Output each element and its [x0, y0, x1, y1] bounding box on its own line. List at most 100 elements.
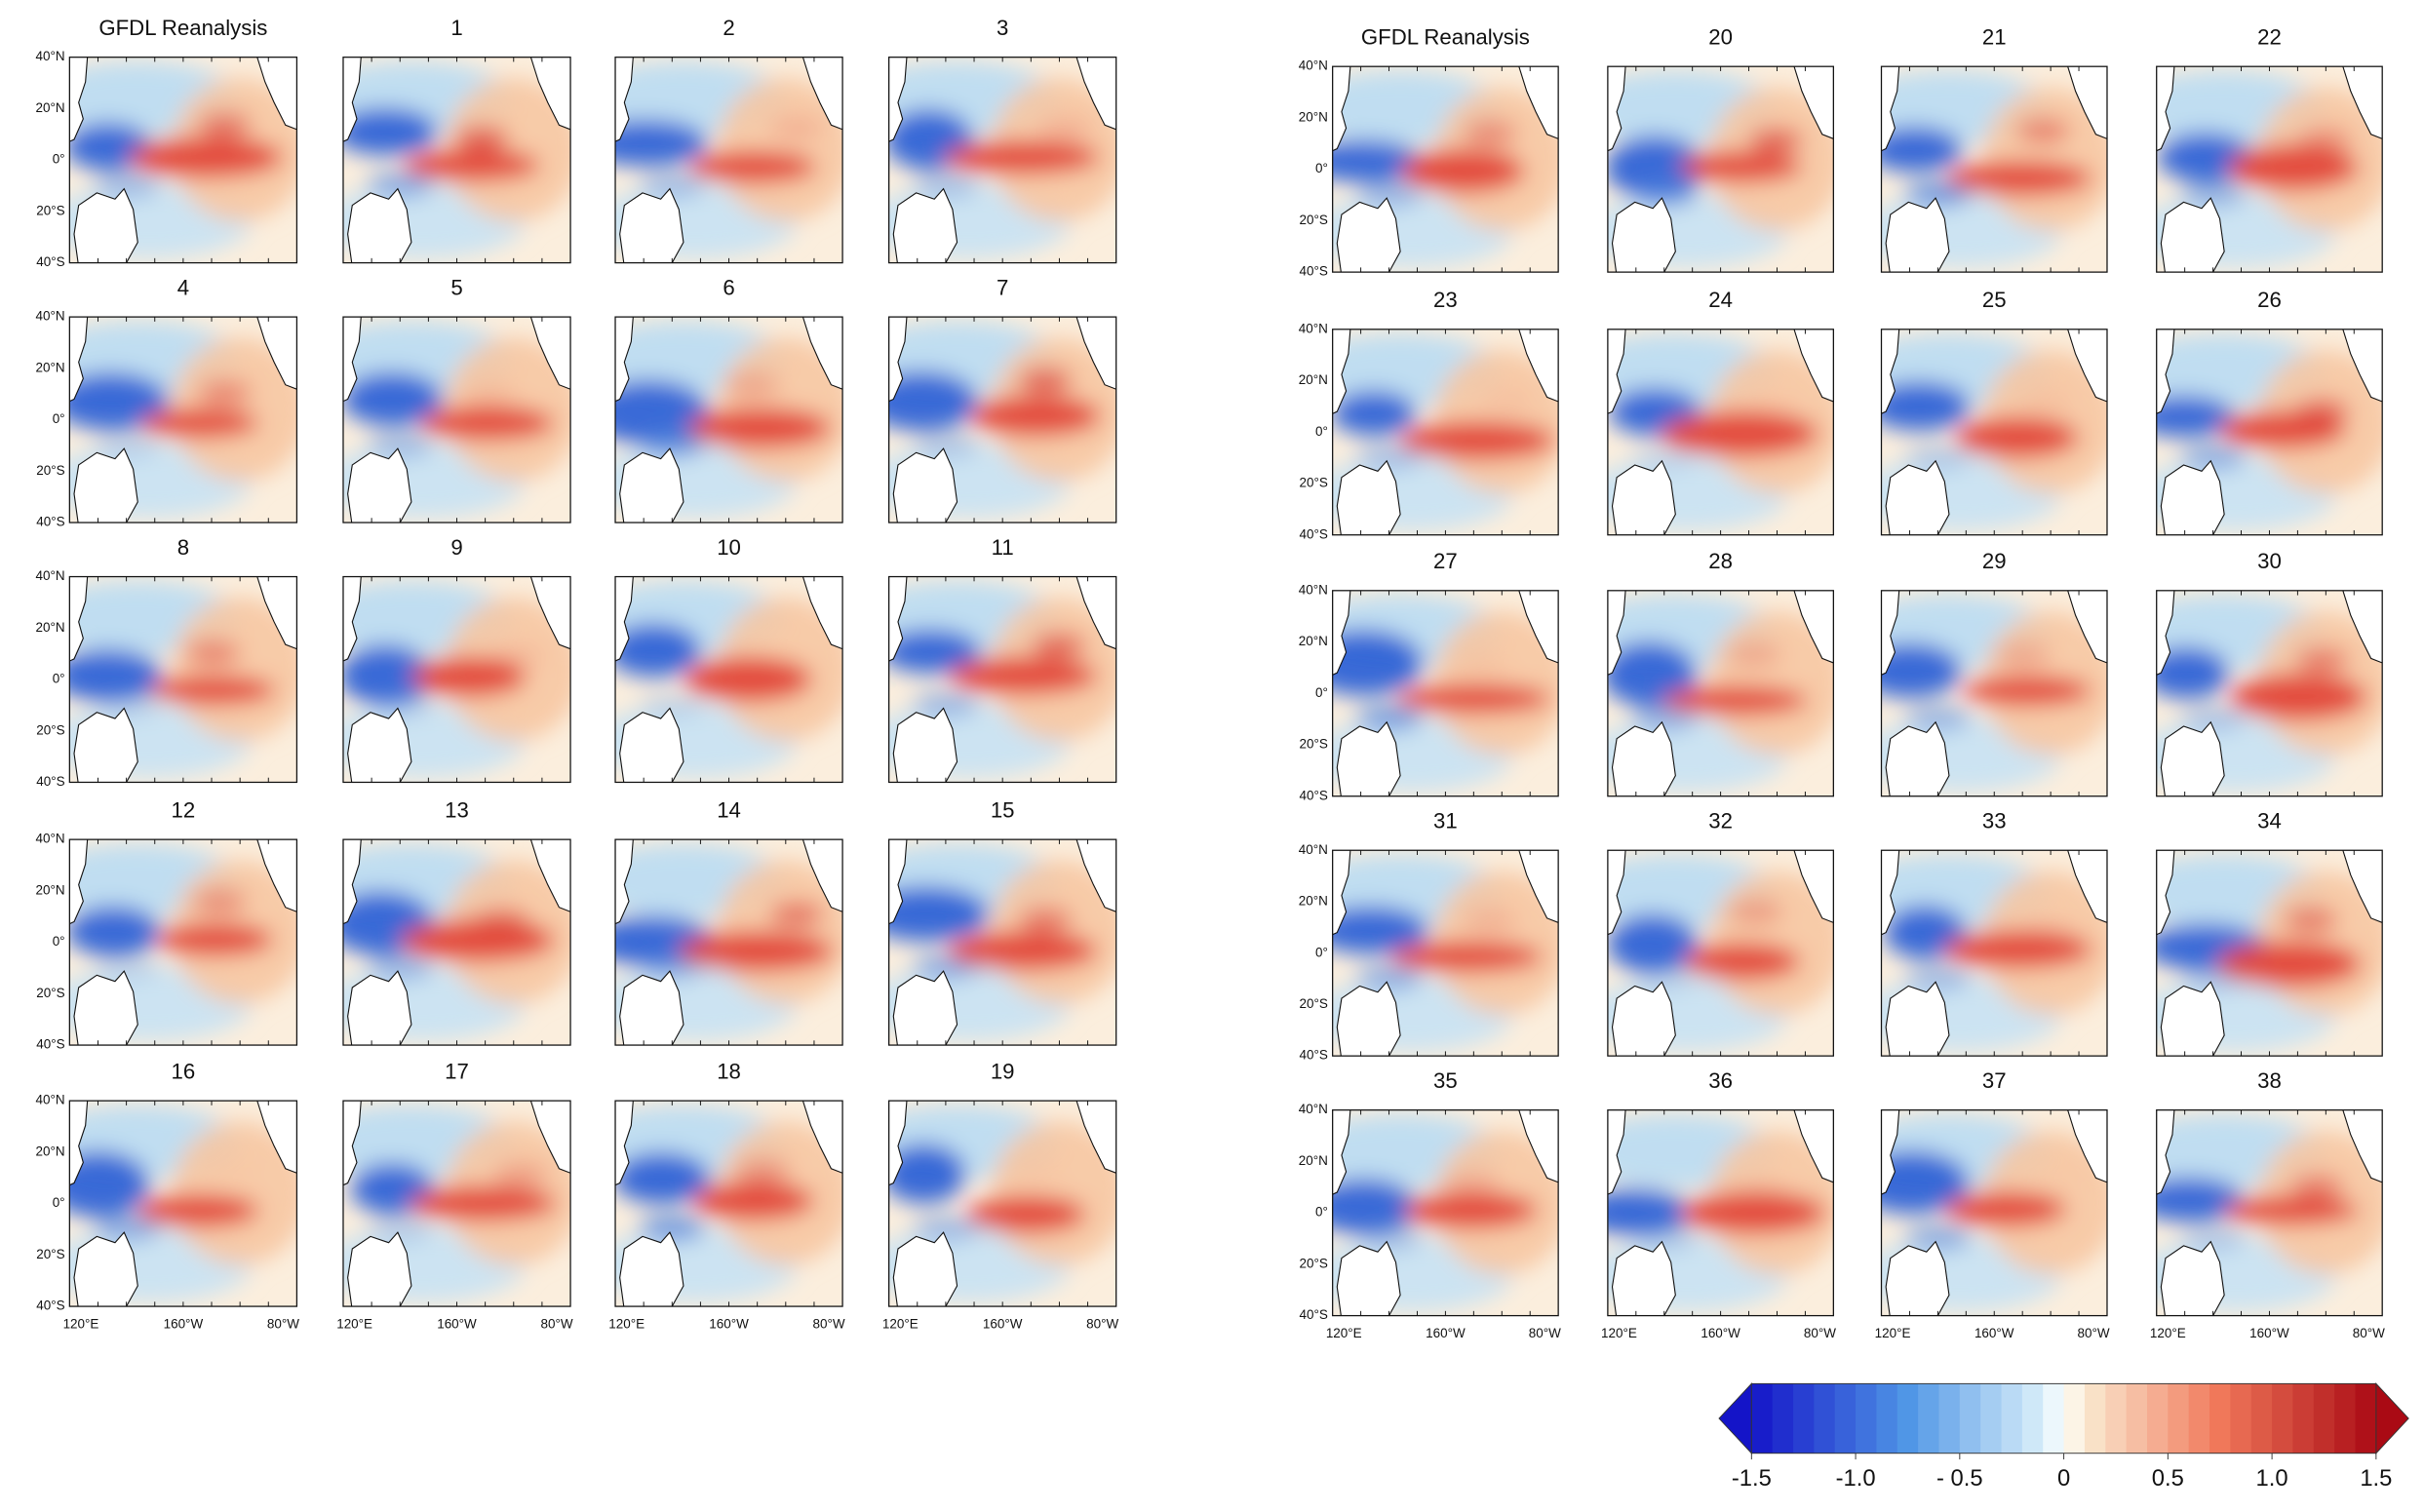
map [342, 316, 571, 523]
colorbar-swatch [2021, 1383, 2044, 1454]
map-title: 37 [1982, 1068, 2007, 1093]
land-australia [1336, 720, 1401, 796]
map [2156, 329, 2383, 536]
anomaly [1037, 116, 1093, 141]
anomaly [1903, 444, 1973, 470]
lon-label: 80°W [813, 1317, 845, 1332]
anomaly [366, 691, 435, 717]
land-asia [2156, 590, 2175, 676]
map-field [1332, 66, 1559, 273]
land-australia [347, 970, 412, 1046]
anomaly [948, 930, 1098, 971]
land-americas [2342, 590, 2383, 664]
anomaly [911, 172, 980, 198]
anomaly [409, 1185, 557, 1221]
anomaly [1903, 705, 1973, 731]
land-americas [2342, 850, 2383, 923]
anomaly [69, 648, 162, 702]
anomaly [1463, 120, 1518, 145]
lon-label: 120°E [1326, 1326, 1362, 1340]
land-asia [1607, 1109, 1626, 1195]
map-field [69, 576, 297, 783]
anomaly [192, 889, 248, 914]
lon-label: 80°W [2078, 1326, 2110, 1340]
anomaly [1743, 390, 1798, 414]
anomaly [1661, 410, 1818, 457]
land-australia [1885, 197, 1950, 273]
map [1332, 65, 1559, 273]
anomaly [970, 395, 1101, 437]
anomaly [420, 406, 555, 441]
lat-label: 20°N [1299, 634, 1328, 648]
anomaly [911, 1216, 980, 1241]
land-asia [2156, 850, 2175, 936]
lon-label: 120°E [882, 1317, 919, 1332]
map-title: 7 [997, 275, 1008, 299]
lat-label: 20°N [1299, 372, 1328, 387]
land-asia [888, 839, 908, 925]
anomaly [1944, 1191, 2067, 1227]
anomaly [2223, 1195, 2360, 1225]
map [1607, 65, 1834, 273]
land-australia [1336, 981, 1401, 1057]
lat-label: 40°N [1299, 58, 1328, 73]
anomaly [638, 432, 707, 457]
land-asia [342, 1101, 362, 1186]
anomaly [137, 1193, 259, 1227]
colorbar: -1.5 -1.0 - 0.5 0 0.5 1.0 1.5 [1718, 1382, 2409, 1492]
anomaly [888, 370, 978, 431]
lat-label: 0° [53, 152, 65, 167]
map-field [2156, 329, 2383, 535]
land-americas [1075, 317, 1116, 390]
anomaly [615, 379, 710, 446]
lat-label: 20°N [1299, 894, 1328, 909]
map-title: 6 [723, 275, 734, 299]
anomaly [1903, 965, 1973, 990]
map-title: 16 [172, 1059, 196, 1083]
lat-label: 20°N [1299, 1153, 1328, 1168]
anomaly [1354, 444, 1424, 470]
anomaly [615, 120, 709, 167]
map-field [1332, 329, 1559, 535]
lat-label: 0° [1315, 1205, 1328, 1220]
land-australia [347, 447, 412, 523]
land-australia [1885, 720, 1950, 796]
land-asia [888, 317, 908, 403]
map-title: 33 [1982, 809, 2007, 834]
map-field [615, 57, 843, 263]
map-field [615, 317, 843, 523]
colorbar-swatch [1814, 1383, 1836, 1454]
anomaly [2294, 646, 2350, 673]
lat-label: 0° [1315, 685, 1328, 700]
map-title: 35 [1433, 1068, 1458, 1093]
land-australia [1611, 720, 1676, 796]
lat-label: 20°N [35, 360, 64, 374]
map-title: 30 [2257, 549, 2282, 573]
map [614, 838, 843, 1046]
anomaly [735, 1158, 791, 1183]
land-australia [1336, 197, 1401, 273]
land-australia [892, 187, 958, 263]
anomaly [1956, 416, 2079, 458]
colorbar-tick-label: 1.0 [2256, 1465, 2288, 1492]
land-americas [1518, 329, 1559, 403]
anomaly [1400, 421, 1555, 460]
anomaly [692, 1181, 814, 1221]
anomaly [1018, 368, 1074, 393]
land-australia [73, 707, 138, 783]
land-australia [619, 447, 684, 523]
colorbar-swatch [1938, 1383, 1961, 1454]
colorbar-swatch [1876, 1383, 1898, 1454]
anomaly [2156, 395, 2235, 438]
map-title: 4 [177, 275, 189, 299]
anomaly [2217, 940, 2362, 988]
colorbar-swatch [1772, 1383, 1794, 1454]
anomaly-field [2156, 854, 2383, 1052]
colorbar-swatch [2209, 1383, 2231, 1454]
map [1880, 329, 2108, 536]
land-americas [1793, 590, 1834, 664]
land-asia [1881, 850, 1900, 936]
map-title: 36 [1708, 1068, 1733, 1093]
map-field [615, 1101, 843, 1307]
anomaly-field [1332, 70, 1559, 268]
